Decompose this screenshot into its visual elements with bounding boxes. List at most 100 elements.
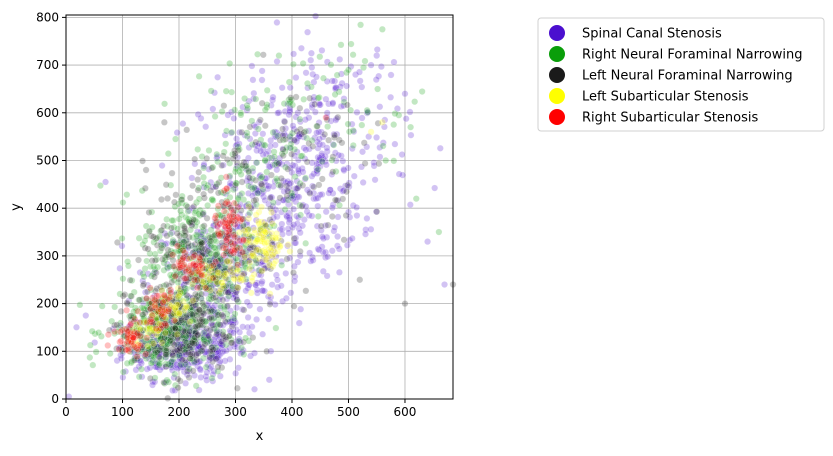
data-point <box>191 160 199 168</box>
data-point <box>161 100 169 108</box>
data-point <box>204 308 212 316</box>
data-point <box>353 212 361 219</box>
data-point <box>240 271 247 278</box>
data-point <box>193 236 201 244</box>
data-point <box>206 304 214 312</box>
data-point <box>153 358 161 366</box>
data-point <box>177 283 185 291</box>
data-point <box>150 292 158 300</box>
data-point <box>319 141 327 149</box>
data-point <box>269 96 277 104</box>
data-point <box>127 336 135 344</box>
data-point <box>188 341 196 349</box>
data-point <box>230 274 238 282</box>
data-point <box>146 374 154 382</box>
data-point <box>223 156 231 163</box>
data-point <box>317 226 325 234</box>
data-point <box>191 334 199 342</box>
data-point <box>237 270 245 278</box>
data-point <box>181 277 188 284</box>
data-point <box>96 182 104 190</box>
data-point <box>215 262 223 270</box>
data-point <box>209 291 217 299</box>
data-point <box>219 331 227 338</box>
data-point <box>220 268 228 276</box>
data-point <box>295 169 303 177</box>
data-point <box>212 309 220 317</box>
data-point <box>181 322 189 330</box>
data-point <box>265 249 273 257</box>
data-point <box>277 181 285 189</box>
data-point <box>184 346 191 354</box>
data-point <box>269 161 276 169</box>
data-point <box>263 174 271 182</box>
data-point <box>164 150 172 158</box>
data-point <box>202 289 210 297</box>
data-point <box>294 134 302 142</box>
data-point <box>166 333 174 341</box>
data-point <box>138 338 146 346</box>
data-point <box>154 363 162 371</box>
data-point <box>137 365 145 373</box>
data-point <box>207 178 215 186</box>
legend-label: Spinal Canal Stenosis <box>582 27 722 42</box>
data-point <box>180 342 188 350</box>
data-point <box>200 162 208 170</box>
data-point <box>293 212 301 220</box>
data-point <box>134 356 142 364</box>
data-point <box>156 349 164 357</box>
data-point <box>296 252 304 260</box>
data-point <box>215 289 223 297</box>
data-point <box>203 333 211 341</box>
data-point <box>174 384 182 392</box>
data-point <box>175 351 183 359</box>
data-point <box>255 260 262 267</box>
data-point <box>326 186 334 194</box>
data-point <box>216 271 224 279</box>
data-point <box>250 121 258 129</box>
data-point <box>218 311 226 319</box>
data-point <box>168 319 176 327</box>
data-point <box>217 302 225 310</box>
data-point <box>258 141 266 149</box>
y-tick-label: 300 <box>36 249 59 263</box>
data-point <box>436 144 444 152</box>
data-point <box>263 254 271 262</box>
data-point <box>207 363 215 371</box>
data-point <box>147 316 155 323</box>
data-point <box>212 311 220 319</box>
data-point <box>178 361 186 369</box>
data-point <box>221 131 229 139</box>
data-point <box>263 86 271 94</box>
data-point <box>169 238 176 246</box>
data-point <box>191 341 199 349</box>
data-point <box>340 166 348 173</box>
data-point <box>267 298 274 306</box>
data-point <box>313 138 321 146</box>
data-point <box>174 328 182 336</box>
data-point <box>208 320 216 328</box>
x-tick-label: 300 <box>224 405 247 419</box>
data-point <box>377 63 385 71</box>
data-point <box>148 257 156 265</box>
data-point <box>281 132 289 140</box>
data-point <box>182 348 190 356</box>
data-point <box>258 203 265 211</box>
data-point <box>282 124 290 132</box>
data-point <box>113 321 121 329</box>
data-point <box>191 331 198 339</box>
data-point <box>259 130 267 138</box>
data-point <box>200 333 208 341</box>
data-point <box>163 232 171 240</box>
data-point <box>172 191 180 199</box>
data-point <box>98 302 106 310</box>
data-point <box>284 225 292 233</box>
data-point <box>228 108 235 116</box>
legend-marker <box>549 67 565 83</box>
data-point <box>215 328 223 335</box>
data-point <box>225 244 233 252</box>
data-point <box>239 346 247 354</box>
data-point <box>203 273 211 280</box>
data-point <box>285 209 292 217</box>
data-point <box>190 269 198 276</box>
